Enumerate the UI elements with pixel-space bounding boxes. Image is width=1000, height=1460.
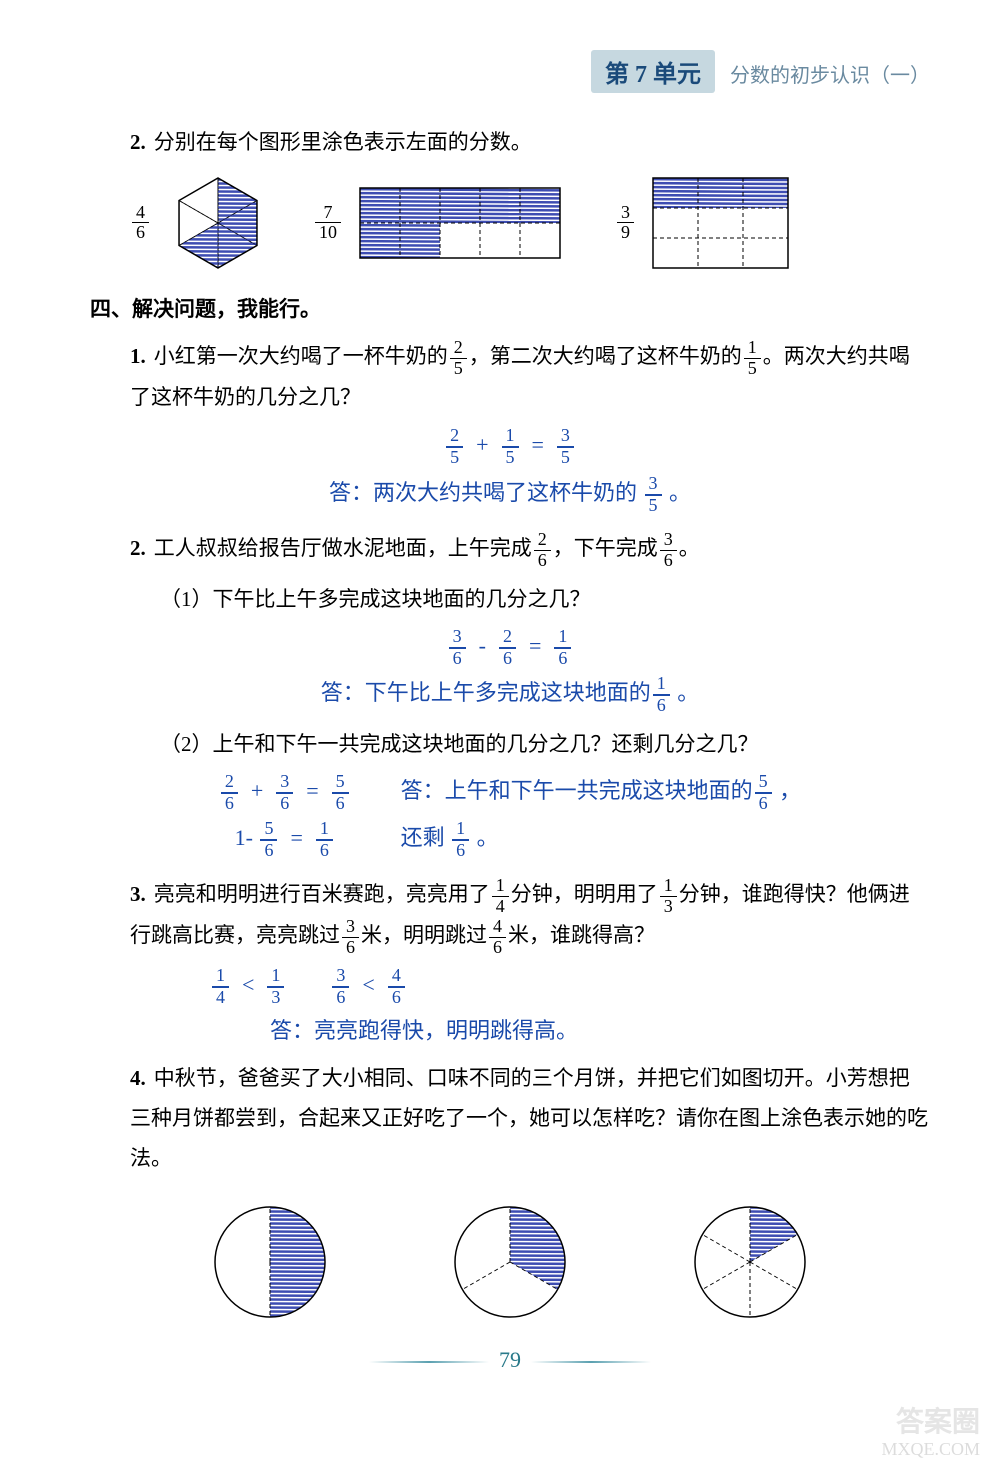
problem-1-answer: 答：两次大约共喝了这杯牛奶的 35 。 <box>90 474 930 516</box>
watermark-logo: 答案圈 <box>896 1400 980 1440</box>
problem-2-sub1-answer: 答：下午比上午多完成这块地面的16 。 <box>90 674 930 716</box>
unit-label: 第 7 单元 <box>591 50 715 93</box>
page-number: 79 <box>90 1347 930 1373</box>
shape-group-hexagon: 46 <box>130 173 273 273</box>
problem-2: 2.工人叔叔给报告厅做水泥地面，上午完成26，下午完成36。 <box>130 529 930 570</box>
circles-row <box>150 1197 870 1327</box>
circle-3-parts <box>445 1197 575 1327</box>
problem-2-sub2-eq: 26 + 36 = 56 1- 56 = 16 答：上午和下午一共完成这块地面的… <box>90 772 930 861</box>
circle-6-parts <box>685 1197 815 1327</box>
problem-2-sub1: （1）下午比上午多完成这块地面的几分之几？ <box>160 581 930 619</box>
section-4-title: 四、解决问题，我能行。 <box>90 293 930 323</box>
problem-3: 3.亮亮和明明进行百米赛跑，亮亮用了14分钟，明明用了13分钟，谁跑得快？他俩进… <box>130 875 930 958</box>
problem-1: 1.小红第一次大约喝了一杯牛奶的25，第二次大约喝了这杯牛奶的15。两次大约共喝… <box>130 337 930 418</box>
shape-group-rect10: 710 <box>313 183 575 263</box>
problem-2-sub2: （2）上午和下午一共完成这块地面的几分之几？还剩几分之几？ <box>160 726 930 764</box>
shapes-row: 46 710 39 <box>130 173 930 273</box>
watermark-url: MXQE.COM <box>881 1439 980 1460</box>
rect9-shape <box>648 173 798 273</box>
problem-1-equation: 25 + 15 = 35 <box>90 426 930 468</box>
circle-2-parts <box>205 1197 335 1327</box>
fraction-4-6: 46 <box>132 203 149 244</box>
problem-2-sub1-eq: 36 - 26 = 16 <box>90 627 930 669</box>
hexagon-shape <box>163 173 273 273</box>
fraction-7-10: 710 <box>315 203 341 244</box>
unit-subtitle: 分数的初步认识（一） <box>730 59 930 88</box>
shape-group-rect9: 39 <box>615 173 798 273</box>
problem-3-compare: 14 < 13 36 < 46 <box>210 966 930 1008</box>
page-header: 第 7 单元 分数的初步认识（一） <box>90 50 930 93</box>
problem-3-answer: 答：亮亮跑得快，明明跳得高。 <box>270 1013 930 1045</box>
fraction-3-9: 39 <box>617 203 634 244</box>
problem-4: 4.中秋节，爸爸买了大小相同、口味不同的三个月饼，并把它们如图切开。小芳想把三种… <box>130 1059 930 1179</box>
question-2: 2.分别在每个图形里涂色表示左面的分数。 <box>130 123 930 163</box>
rect10-shape <box>355 183 575 263</box>
